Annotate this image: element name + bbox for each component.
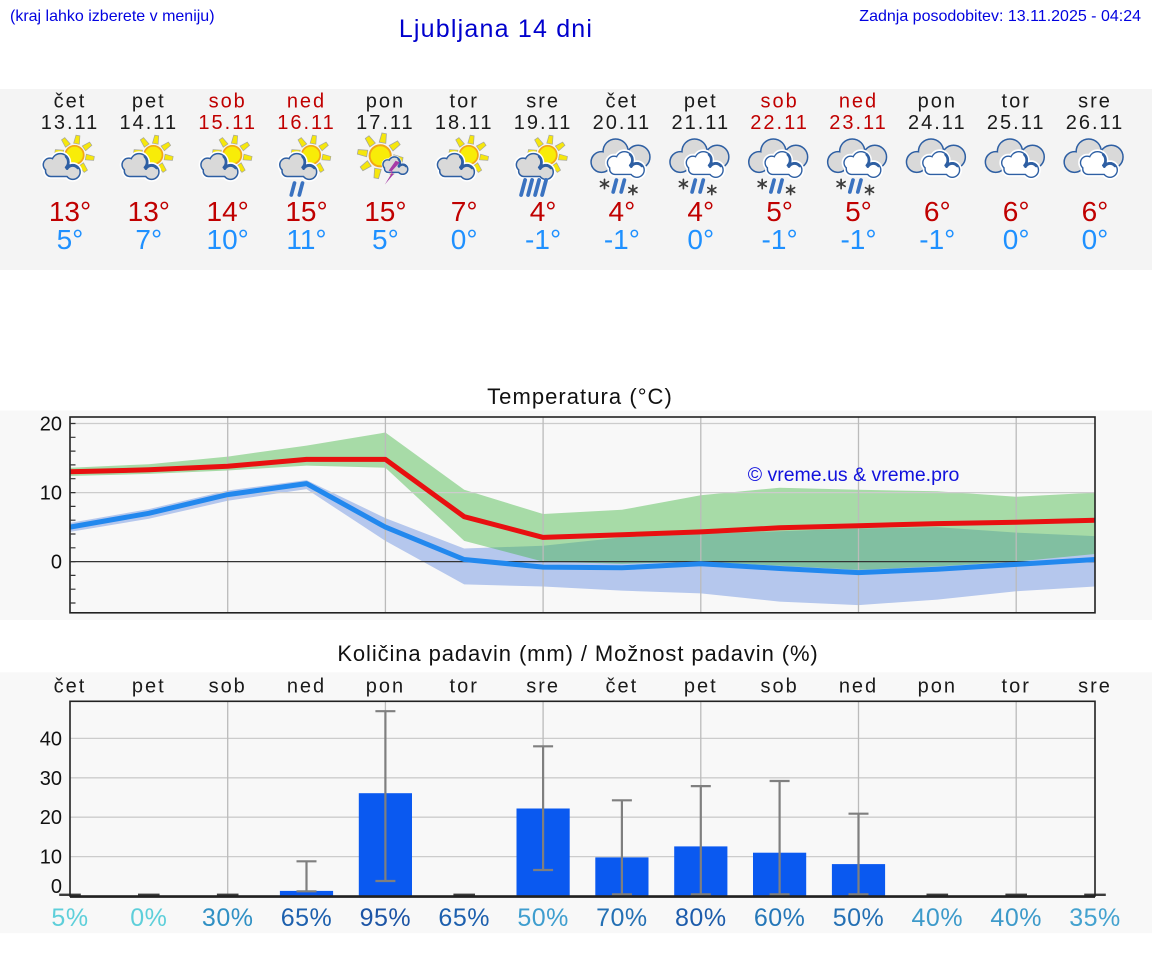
svg-text:tor: tor xyxy=(1002,91,1031,113)
svg-text:50%: 50% xyxy=(833,904,885,932)
svg-text:7°: 7° xyxy=(135,224,162,255)
svg-text:60%: 60% xyxy=(754,904,806,932)
svg-text:15°: 15° xyxy=(364,196,406,227)
svg-text:17.11: 17.11 xyxy=(356,112,415,134)
svg-text:tor: tor xyxy=(1002,676,1031,698)
svg-text:čet: čet xyxy=(54,91,87,113)
svg-text:6°: 6° xyxy=(924,196,951,227)
svg-text:10: 10 xyxy=(40,847,62,869)
svg-text:0°: 0° xyxy=(1003,224,1030,255)
svg-text:20: 20 xyxy=(40,807,62,829)
svg-text:80%: 80% xyxy=(675,904,727,932)
svg-text:čet: čet xyxy=(606,91,639,113)
svg-text:Temperatura (°C): Temperatura (°C) xyxy=(487,384,673,409)
svg-text:sob: sob xyxy=(209,676,247,698)
svg-text:30: 30 xyxy=(40,768,62,790)
svg-text:10: 10 xyxy=(40,483,62,505)
svg-text:-1°: -1° xyxy=(919,224,955,255)
svg-text:16.11: 16.11 xyxy=(277,112,336,134)
svg-text:-1°: -1° xyxy=(840,224,876,255)
svg-text:13°: 13° xyxy=(128,196,170,227)
svg-text:ned: ned xyxy=(287,91,326,113)
svg-text:sre: sre xyxy=(526,676,560,698)
svg-text:25.11: 25.11 xyxy=(987,112,1046,134)
svg-text:-1°: -1° xyxy=(525,224,561,255)
svg-text:-1°: -1° xyxy=(762,224,798,255)
svg-text:ned: ned xyxy=(287,676,326,698)
svg-text:pet: pet xyxy=(684,91,718,113)
svg-text:18.11: 18.11 xyxy=(435,112,494,134)
svg-text:14°: 14° xyxy=(207,196,249,227)
svg-text:čet: čet xyxy=(606,676,639,698)
svg-text:7°: 7° xyxy=(451,196,478,227)
svg-text:19.11: 19.11 xyxy=(514,112,573,134)
svg-text:5%: 5% xyxy=(51,904,88,932)
svg-text:sre: sre xyxy=(1078,676,1112,698)
svg-text:5°: 5° xyxy=(57,224,84,255)
svg-text:pon: pon xyxy=(366,91,405,113)
svg-text:21.11: 21.11 xyxy=(672,112,731,134)
svg-text:0: 0 xyxy=(51,876,62,898)
svg-text:14.11: 14.11 xyxy=(120,112,179,134)
svg-text:sob: sob xyxy=(760,676,798,698)
svg-text:© vreme.us & vreme.pro: © vreme.us & vreme.pro xyxy=(748,464,960,486)
svg-text:4°: 4° xyxy=(530,196,557,227)
svg-text:35%: 35% xyxy=(1069,904,1121,932)
svg-text:pon: pon xyxy=(366,676,405,698)
svg-text:5°: 5° xyxy=(845,196,872,227)
svg-text:Količina padavin (mm) / Možnos: Količina padavin (mm) / Možnost padavin … xyxy=(337,641,818,666)
svg-text:11°: 11° xyxy=(286,224,326,255)
svg-text:0°: 0° xyxy=(1082,224,1109,255)
svg-text:5°: 5° xyxy=(766,196,793,227)
svg-text:65%: 65% xyxy=(281,904,333,932)
svg-text:10°: 10° xyxy=(207,224,249,255)
svg-text:65%: 65% xyxy=(438,904,490,932)
svg-text:6°: 6° xyxy=(1082,196,1109,227)
svg-text:Zadnja posodobitev: 13.11.2025: Zadnja posodobitev: 13.11.2025 - 04:24 xyxy=(859,8,1141,25)
svg-text:sre: sre xyxy=(526,91,560,113)
svg-text:ned: ned xyxy=(839,91,878,113)
svg-text:40%: 40% xyxy=(990,904,1042,932)
svg-text:15.11: 15.11 xyxy=(198,112,257,134)
svg-text:50%: 50% xyxy=(517,904,569,932)
svg-text:0: 0 xyxy=(51,552,62,574)
svg-text:tor: tor xyxy=(450,91,479,113)
svg-text:0°: 0° xyxy=(451,224,478,255)
svg-text:0%: 0% xyxy=(130,904,167,932)
svg-text:pon: pon xyxy=(918,91,957,113)
svg-text:13.11: 13.11 xyxy=(41,112,100,134)
svg-text:22.11: 22.11 xyxy=(750,112,809,134)
svg-text:20: 20 xyxy=(40,414,62,436)
svg-text:sob: sob xyxy=(209,91,247,113)
svg-text:26.11: 26.11 xyxy=(1066,112,1125,134)
svg-text:5°: 5° xyxy=(372,224,399,255)
svg-text:20.11: 20.11 xyxy=(593,112,652,134)
svg-text:pet: pet xyxy=(684,676,718,698)
svg-text:0°: 0° xyxy=(687,224,714,255)
svg-text:95%: 95% xyxy=(360,904,412,932)
svg-text:23.11: 23.11 xyxy=(829,112,888,134)
svg-text:(kraj lahko izberete v meniju): (kraj lahko izberete v meniju) xyxy=(10,8,215,25)
svg-text:pon: pon xyxy=(918,676,957,698)
svg-text:-1°: -1° xyxy=(604,224,640,255)
svg-text:30%: 30% xyxy=(202,904,254,932)
svg-text:70%: 70% xyxy=(596,904,648,932)
svg-text:24.11: 24.11 xyxy=(908,112,967,134)
svg-text:4°: 4° xyxy=(687,196,714,227)
svg-text:40%: 40% xyxy=(912,904,964,932)
svg-text:čet: čet xyxy=(54,676,87,698)
svg-text:pet: pet xyxy=(132,676,166,698)
svg-text:ned: ned xyxy=(839,676,878,698)
svg-text:40: 40 xyxy=(40,728,62,750)
svg-text:sob: sob xyxy=(760,91,798,113)
svg-text:Ljubljana 14 dni: Ljubljana 14 dni xyxy=(399,15,593,43)
svg-text:pet: pet xyxy=(132,91,166,113)
svg-text:4°: 4° xyxy=(609,196,636,227)
svg-text:6°: 6° xyxy=(1003,196,1030,227)
svg-text:sre: sre xyxy=(1078,91,1112,113)
svg-text:15°: 15° xyxy=(285,196,327,227)
svg-text:13°: 13° xyxy=(49,196,91,227)
svg-text:tor: tor xyxy=(450,676,479,698)
